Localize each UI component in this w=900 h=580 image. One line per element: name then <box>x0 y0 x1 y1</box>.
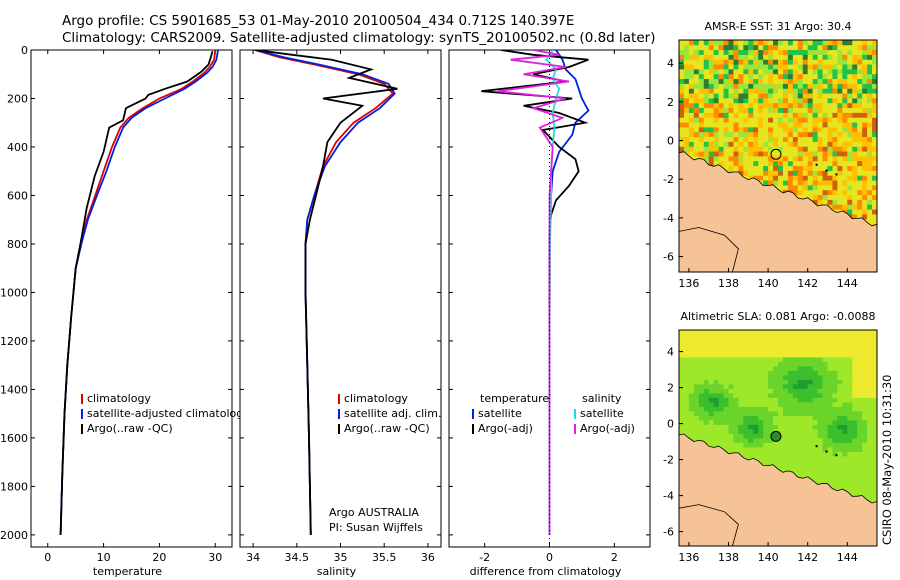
temperature-ytick-label: 1600 <box>0 432 28 445</box>
temperature-ytick-label: 1800 <box>0 480 28 493</box>
difference-legend-temperature-heading: temperature <box>480 392 549 405</box>
sla-ytick-label: 2 <box>667 382 674 395</box>
sst-small-island <box>825 169 828 172</box>
figure-title-line1: Argo profile: CS 5901685_53 01-May-2010 … <box>62 13 575 29</box>
temperature-ytick-label: 1200 <box>0 335 28 348</box>
temperature-panel: 0 10 20 30 0 200 400 600 800 1000 1200 1400 1600 1800… <box>0 44 250 578</box>
salinity-legend-label: Argo(..raw -QC) <box>344 422 430 435</box>
temperature-xlabel: temperature <box>93 565 162 578</box>
salinity-legend-label: climatology <box>344 392 408 405</box>
sla-xtick-label: 138 <box>718 551 739 564</box>
temperature-xtick-label: 30 <box>208 551 222 564</box>
salinity-xtick-label: 34.5 <box>285 551 310 564</box>
temperature-ytick-label: 1000 <box>0 286 28 299</box>
salinity-xtick-label: 34 <box>246 551 260 564</box>
figure-title-line2: Climatology: CARS2009. Satellite-adjuste… <box>62 30 656 46</box>
temperature-xtick-label: 20 <box>152 551 166 564</box>
sla-ytick-label: -4 <box>663 490 674 503</box>
sla-map-panel: 136 138 140 142 144 -6 -4 -2 0 2 4 Altimetric SLA: … <box>663 310 878 564</box>
sst-title: AMSR-E SST: 31 Argo: 30.4 <box>704 20 851 33</box>
sst-ytick-label: 0 <box>667 135 674 148</box>
salinity-line-argo-raw-qc- <box>254 50 398 535</box>
sla-small-island <box>825 450 828 453</box>
sla-land-island <box>679 504 739 546</box>
salinity-legend-label: satellite adj. clim. <box>344 407 441 420</box>
difference-salinity-legend-label: satellite <box>580 407 624 420</box>
sst-argo-marker <box>770 148 782 160</box>
sla-title: Altimetric SLA: 0.081 Argo: -0.0088 <box>681 310 876 323</box>
temperature-line-argo-raw-qc- <box>59 50 214 535</box>
sst-ytick-label: -4 <box>663 212 674 225</box>
sla-ytick-label: 0 <box>667 418 674 431</box>
salinity-annotation-pi: PI: Susan Wijffels <box>329 521 423 534</box>
difference-xtick-label: 2 <box>611 551 618 564</box>
sla-frame <box>678 329 878 547</box>
temperature-xtick-label: 10 <box>97 551 111 564</box>
difference-legend-salinity-heading: salinity <box>582 392 622 405</box>
sst-ytick-label: -2 <box>663 173 674 186</box>
temperature-legend-label: Argo(..raw -QC) <box>87 422 173 435</box>
sst-small-island <box>835 173 838 176</box>
sst-xtick-label: 142 <box>797 277 818 290</box>
sst-xtick-label: 138 <box>718 277 739 290</box>
sst-ytick-label: 2 <box>667 96 674 109</box>
difference-line-salinity-argo-adj- <box>497 50 570 535</box>
temperature-ytick-label: 1400 <box>0 383 28 396</box>
difference-temperature-legend-label: satellite <box>478 407 522 420</box>
salinity-xtick-label: 35 <box>334 551 348 564</box>
sla-xtick-label: 142 <box>797 551 818 564</box>
sst-xtick-label: 136 <box>678 277 699 290</box>
sst-map-panel: 136 138 140 142 144 -6 -4 -2 0 2 4 AMSR-E SST: 31 A… <box>663 20 878 290</box>
sla-ytick-label: -6 <box>663 526 674 539</box>
salinity-xtick-label: 36 <box>421 551 435 564</box>
temperature-ytick-label: 400 <box>7 141 28 154</box>
sla-xtick-label: 136 <box>678 551 699 564</box>
temperature-ytick-label: 0 <box>21 44 28 57</box>
temperature-frame <box>30 49 233 548</box>
difference-xtick-label: -2 <box>479 551 490 564</box>
sst-frame <box>678 39 878 273</box>
salinity-frame <box>239 49 442 548</box>
sla-xtick-label: 140 <box>758 551 779 564</box>
salinity-annotation-owner: Argo AUSTRALIA <box>329 506 419 519</box>
sla-xtick-label: 144 <box>837 551 858 564</box>
sla-argo-marker <box>770 430 782 442</box>
temperature-legend-label: satellite-adjusted climatology <box>87 407 250 420</box>
sst-small-island <box>815 163 818 166</box>
difference-salinity-legend-label: Argo(-adj) <box>580 422 635 435</box>
salinity-panel: 34 34.5 35 35.5 36 salinity climatology satelli… <box>239 49 442 578</box>
temperature-xtick-label: 0 <box>44 551 51 564</box>
sla-small-island <box>815 445 818 448</box>
sst-ytick-label: 4 <box>667 57 674 70</box>
sla-small-island <box>835 454 838 457</box>
sst-xtick-label: 140 <box>758 277 779 290</box>
sla-ytick-label: 4 <box>667 346 674 359</box>
difference-temperature-legend-label: Argo(-adj) <box>478 422 533 435</box>
difference-xlabel: difference from climatology <box>470 565 622 578</box>
temperature-legend-label: climatology <box>87 392 151 405</box>
temperature-ytick-label: 600 <box>7 189 28 202</box>
salinity-xlabel: salinity <box>317 565 357 578</box>
sst-xtick-label: 144 <box>837 277 858 290</box>
sst-land-island <box>679 227 739 272</box>
sst-ytick-label: -6 <box>663 251 674 264</box>
sla-ytick-label: -2 <box>663 454 674 467</box>
temperature-ytick-label: 800 <box>7 238 28 251</box>
temperature-ytick-label: 200 <box>7 92 28 105</box>
difference-xtick-label: 0 <box>546 551 553 564</box>
temperature-ytick-label: 2000 <box>0 529 28 542</box>
salinity-xtick-label: 35.5 <box>372 551 397 564</box>
